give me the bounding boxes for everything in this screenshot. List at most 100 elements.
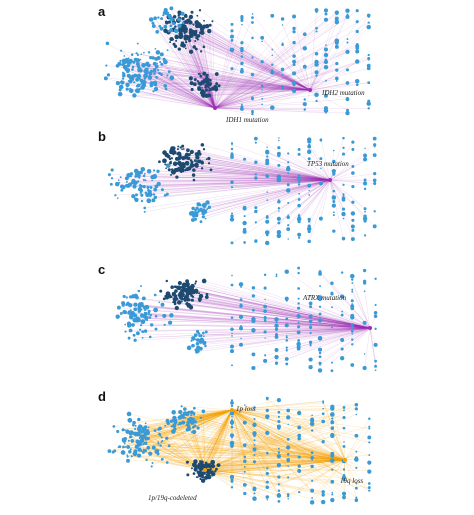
edge	[214, 10, 348, 109]
node	[368, 441, 371, 444]
node	[351, 171, 355, 175]
node	[141, 336, 144, 339]
node	[210, 459, 216, 465]
edge	[240, 286, 371, 329]
node	[193, 333, 198, 337]
edge	[169, 409, 233, 446]
edge	[184, 22, 311, 91]
node	[280, 17, 285, 21]
edge	[146, 305, 371, 329]
edge	[231, 409, 333, 482]
edge	[332, 435, 346, 461]
edge	[204, 415, 313, 471]
edge	[182, 25, 311, 91]
node	[153, 307, 159, 313]
node	[303, 98, 306, 101]
node	[254, 206, 258, 210]
node	[230, 142, 234, 145]
edge	[199, 409, 233, 465]
edge	[155, 309, 371, 329]
node	[253, 136, 258, 141]
edge	[214, 24, 243, 109]
edge	[199, 459, 346, 473]
node	[113, 449, 117, 453]
edge	[135, 425, 346, 461]
edge	[309, 80, 337, 91]
node	[309, 295, 312, 297]
edge	[167, 179, 331, 194]
node	[152, 67, 157, 72]
node	[133, 307, 138, 312]
node	[307, 144, 312, 149]
edge	[329, 179, 344, 199]
edge	[212, 21, 216, 109]
node	[193, 467, 198, 472]
edge	[214, 82, 295, 109]
edge	[129, 451, 346, 461]
edge	[109, 409, 233, 452]
node	[230, 155, 234, 159]
node	[144, 311, 148, 316]
edge	[204, 469, 370, 488]
node	[180, 405, 183, 408]
edge	[286, 327, 371, 360]
node	[137, 417, 141, 422]
node	[156, 181, 161, 187]
node	[366, 101, 371, 106]
node	[374, 327, 377, 330]
edge	[194, 409, 233, 467]
node	[202, 148, 206, 151]
edge	[111, 178, 331, 181]
node	[189, 159, 193, 162]
edge	[278, 179, 331, 237]
node	[351, 278, 354, 281]
node	[297, 455, 301, 459]
edge	[319, 306, 371, 329]
node	[125, 296, 128, 299]
edge	[329, 179, 366, 217]
node	[314, 8, 319, 12]
edge	[161, 64, 216, 109]
node	[186, 161, 189, 164]
edge	[184, 408, 346, 461]
edge	[199, 300, 371, 329]
edge	[231, 409, 289, 495]
edge	[128, 459, 346, 462]
node	[341, 211, 346, 217]
node	[297, 271, 300, 275]
edge	[127, 409, 233, 457]
node	[141, 450, 145, 454]
edge	[187, 409, 233, 463]
node	[172, 415, 177, 421]
edge	[117, 179, 331, 185]
edge	[137, 409, 233, 442]
edge	[309, 179, 331, 242]
node	[177, 23, 182, 29]
node	[137, 67, 142, 73]
node	[182, 148, 185, 150]
node	[200, 478, 206, 483]
node	[140, 308, 143, 311]
node	[169, 17, 174, 22]
node	[310, 451, 314, 455]
edge	[214, 55, 273, 109]
node	[308, 194, 311, 196]
node	[139, 313, 145, 318]
edge	[267, 179, 331, 236]
node	[149, 313, 153, 317]
node	[169, 28, 174, 33]
edge	[309, 179, 331, 191]
node	[132, 451, 138, 457]
node	[302, 46, 307, 51]
edge	[293, 56, 311, 91]
node	[242, 229, 247, 234]
edge	[276, 327, 371, 335]
node	[194, 208, 197, 212]
node	[202, 411, 205, 414]
edge	[195, 421, 346, 461]
edge	[214, 84, 295, 109]
node	[274, 323, 279, 328]
node	[154, 314, 158, 318]
node	[172, 22, 176, 26]
edge	[310, 306, 371, 329]
